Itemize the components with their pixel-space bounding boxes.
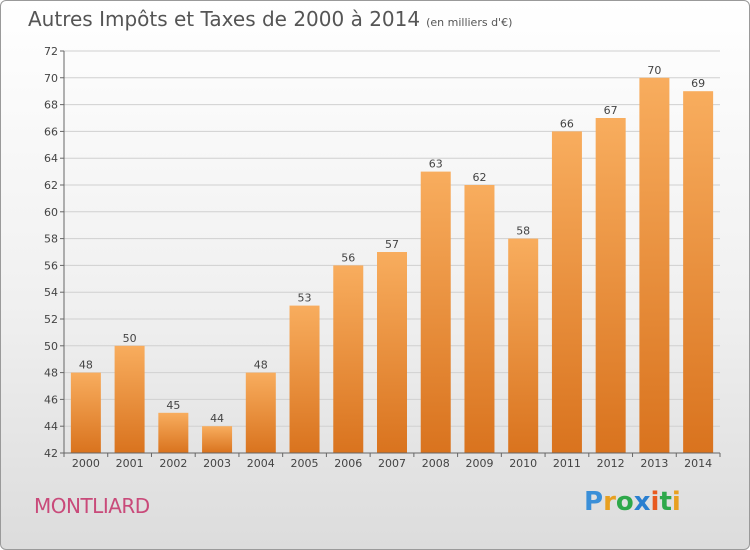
data-label: 62: [472, 171, 486, 184]
data-label: 48: [254, 359, 268, 372]
bar: [245, 372, 276, 453]
bar: [158, 412, 189, 453]
data-label: 56: [341, 251, 355, 264]
y-tick-label: 56: [44, 259, 58, 272]
y-tick-label: 62: [44, 179, 58, 192]
x-tick-label: 2004: [247, 457, 275, 470]
bar: [551, 131, 582, 453]
data-label: 57: [385, 238, 399, 251]
logo-letter: r: [603, 487, 616, 517]
data-label: 66: [560, 117, 574, 130]
bar: [333, 265, 364, 453]
data-label: 45: [166, 399, 180, 412]
data-label: 63: [429, 158, 443, 171]
y-tick-label: 72: [44, 45, 58, 58]
logo-letter: i: [671, 487, 681, 517]
logo-letter: o: [615, 487, 634, 517]
y-tick-label: 54: [44, 286, 58, 299]
chart-title: Autres Impôts et Taxes de 2000 à 2014 (en…: [28, 7, 512, 31]
bar: [639, 77, 670, 454]
y-tick-label: 66: [44, 125, 58, 138]
x-tick-label: 2000: [72, 457, 100, 470]
proxiti-logo: Proxiti: [584, 487, 681, 517]
bar: [464, 185, 495, 453]
x-tick-label: 2003: [203, 457, 231, 470]
data-label: 48: [79, 359, 93, 372]
y-tick-label: 52: [44, 313, 58, 326]
x-tick-label: 2013: [640, 457, 668, 470]
x-tick-label: 2009: [465, 457, 493, 470]
logo-letter: t: [659, 487, 672, 517]
data-label: 53: [298, 292, 312, 305]
data-label: 67: [604, 104, 618, 117]
chart-subtitle: (en milliers d'€): [426, 16, 513, 29]
location-label: MONTLIARD: [34, 494, 150, 518]
data-label: 70: [647, 64, 661, 77]
x-tick-label: 2001: [116, 457, 144, 470]
bar: [420, 171, 451, 453]
x-tick-label: 2014: [684, 457, 712, 470]
y-tick-label: 50: [44, 340, 58, 353]
data-label: 58: [516, 225, 530, 238]
logo-letter: i: [650, 487, 660, 517]
y-tick-label: 58: [44, 233, 58, 246]
data-label: 44: [210, 412, 224, 425]
y-tick-label: 64: [44, 152, 58, 165]
bar: [377, 252, 407, 453]
bar: [683, 91, 714, 453]
y-tick-label: 60: [44, 206, 58, 219]
bar: [595, 118, 626, 453]
data-label: 50: [123, 332, 137, 345]
x-tick-label: 2011: [553, 457, 581, 470]
bar: [70, 372, 101, 453]
bar: [289, 305, 320, 453]
x-tick-label: 2007: [378, 457, 406, 470]
logo-letter: P: [584, 487, 604, 517]
data-label: 69: [691, 77, 705, 90]
y-tick-label: 70: [44, 72, 58, 85]
chart-title-text: Autres Impôts et Taxes de 2000 à 2014: [28, 7, 421, 31]
bar: [202, 426, 233, 453]
x-tick-label: 2012: [597, 457, 625, 470]
bar: [508, 238, 539, 453]
y-tick-label: 44: [44, 420, 58, 433]
y-tick-label: 48: [44, 367, 58, 380]
x-tick-label: 2010: [509, 457, 537, 470]
logo-letter: x: [633, 487, 651, 517]
y-tick-label: 42: [44, 447, 58, 460]
x-tick-label: 2002: [159, 457, 187, 470]
y-tick-label: 46: [44, 393, 58, 406]
x-tick-label: 2008: [422, 457, 450, 470]
bar: [114, 345, 145, 453]
x-tick-label: 2006: [334, 457, 362, 470]
x-tick-label: 2005: [291, 457, 319, 470]
y-tick-label: 68: [44, 99, 58, 112]
